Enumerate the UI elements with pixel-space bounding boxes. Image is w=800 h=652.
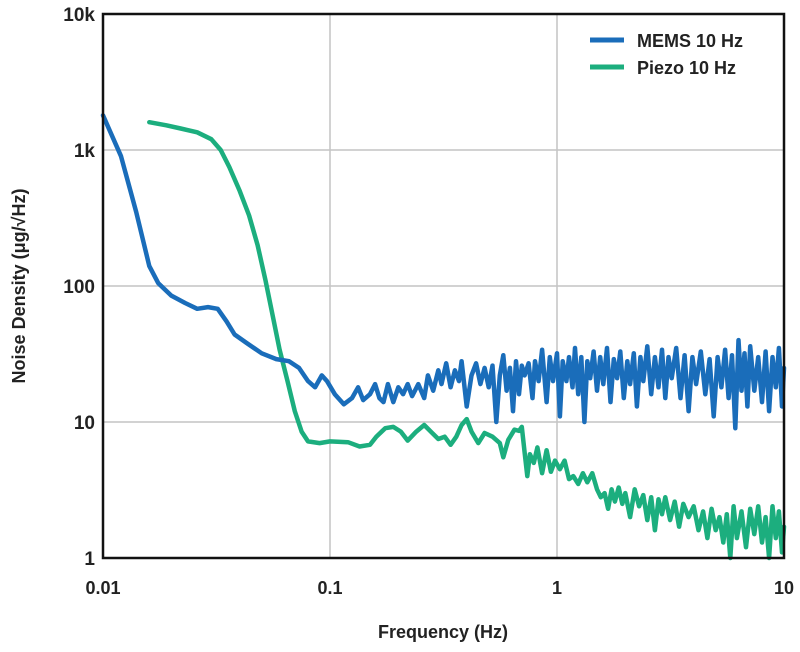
y-tick-label: 10 <box>74 413 95 434</box>
y-tick-label: 1k <box>74 141 96 162</box>
series-line-piezo-10-hz <box>147 119 787 561</box>
x-axis-label: Frequency (Hz) <box>378 622 508 642</box>
series-line-mems-10-hz <box>100 113 787 431</box>
x-tick-labels: 0.01 0.1 1 10 <box>85 578 794 598</box>
grid <box>103 14 784 558</box>
legend-label: MEMS 10 Hz <box>637 31 743 51</box>
x-tick-label: 0.01 <box>85 578 120 598</box>
y-tick-labels: 1 10 100 1k 10k <box>63 5 95 570</box>
x-tick-label: 0.1 <box>317 578 342 598</box>
series-lines <box>100 113 787 561</box>
x-tick-label: 1 <box>552 578 562 598</box>
y-tick-label: 10k <box>63 5 95 26</box>
plot-frame <box>101 12 786 560</box>
x-tick-label: 10 <box>774 578 794 598</box>
y-tick-label: 1 <box>84 549 95 570</box>
y-axis-label: Noise Density (μg/√Hz) <box>9 189 29 384</box>
legend: MEMS 10 Hz Piezo 10 Hz <box>590 31 743 78</box>
legend-label: Piezo 10 Hz <box>637 58 736 78</box>
y-tick-label: 100 <box>63 277 95 298</box>
